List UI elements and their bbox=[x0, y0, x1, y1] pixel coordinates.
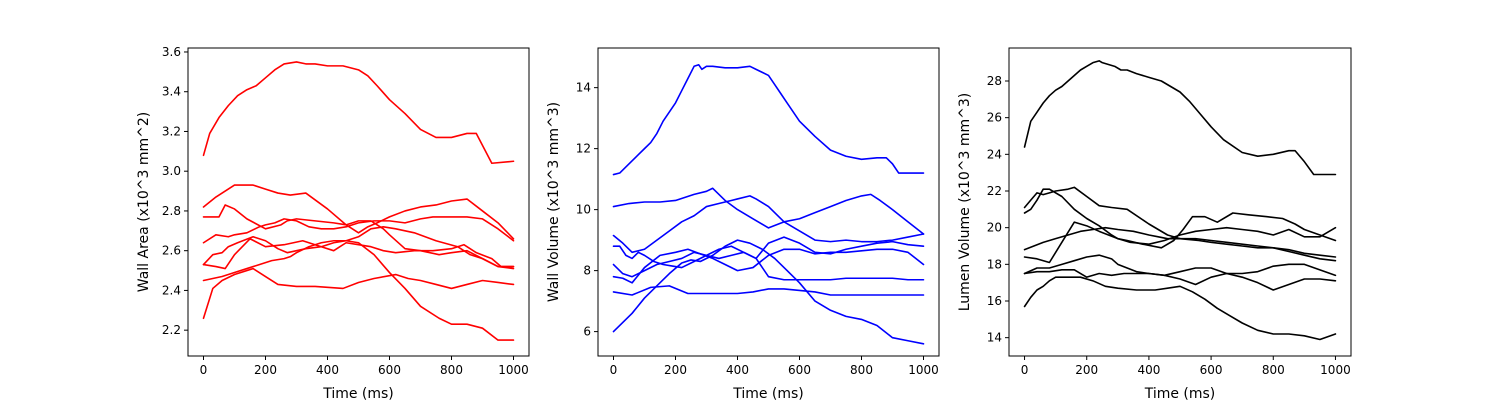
lumen-volume-x-tick-label: 800 bbox=[1262, 363, 1285, 377]
wall-area-y-tick-label: 3.4 bbox=[162, 85, 181, 99]
lumen-volume-x-tick-label: 0 bbox=[1021, 363, 1029, 377]
wall-area-y-tick-label: 2.4 bbox=[162, 283, 181, 297]
lumen-volume-y-tick-label: 14 bbox=[987, 331, 1002, 345]
lumen-volume-x-tick-label: 600 bbox=[1200, 363, 1223, 377]
wall-volume-y-tick-label: 8 bbox=[583, 264, 591, 278]
wall-volume-series-line-2 bbox=[612, 187, 925, 235]
wall-area-subplot: 0 200 400 600 800 1000 2.2 2.4 2.6 2.8 3.0 3.2 3.4 3.… bbox=[136, 45, 530, 400]
wall-volume-y-tick-label: 10 bbox=[576, 203, 591, 217]
wall-area-x-tick-label: 0 bbox=[200, 363, 208, 377]
lumen-volume-x-tick-label: 200 bbox=[1075, 363, 1098, 377]
wall-area-y-axis-title: Wall Area (x10^3 mm^2) bbox=[136, 112, 152, 292]
wall-volume-y-tick-label: 14 bbox=[576, 81, 591, 95]
wall-volume-subplot: 0 200 400 600 800 1000 6 8 10 12 14 Time (ms) Wall V… bbox=[546, 47, 940, 400]
lumen-volume-series-line-3 bbox=[1023, 188, 1337, 245]
lumen-volume-x-tick-label: 400 bbox=[1137, 363, 1160, 377]
wall-area-y-tick-label: 3.2 bbox=[162, 124, 181, 138]
lumen-volume-subplot: 0 200 400 600 800 1000 14 16 18 20 22 24 26 28 Time (m… bbox=[957, 47, 1352, 400]
wall-area-y-tick-label: 2.8 bbox=[162, 204, 181, 218]
wall-volume-x-tick-label: 1000 bbox=[908, 363, 939, 377]
wall-volume-x-axis-title: Time (ms) bbox=[732, 386, 804, 400]
wall-volume-series-line-3 bbox=[612, 195, 925, 254]
lumen-volume-series-line-7 bbox=[1023, 269, 1337, 291]
lumen-volume-axes-frame bbox=[1008, 47, 1352, 357]
wall-volume-x-tick-label: 600 bbox=[788, 363, 811, 377]
wall-area-series-line-2 bbox=[202, 184, 515, 240]
lumen-volume-y-tick-label: 16 bbox=[987, 294, 1002, 308]
wall-volume-series-line-6 bbox=[612, 251, 925, 281]
lumen-volume-x-tick-label: 1000 bbox=[1320, 363, 1351, 377]
lumen-volume-y-tick-label: 24 bbox=[987, 147, 1002, 161]
wall-area-x-tick-label: 1000 bbox=[498, 363, 529, 377]
wall-volume-y-tick-label: 6 bbox=[583, 325, 591, 339]
lumen-volume-series-line-1 bbox=[1023, 60, 1337, 176]
wall-area-series-line-8 bbox=[202, 267, 515, 320]
lumen-volume-y-tick-label: 26 bbox=[987, 111, 1002, 125]
wall-volume-series-line-1 bbox=[612, 63, 925, 176]
wall-area-x-tick-label: 800 bbox=[440, 363, 463, 377]
wall-area-x-axis-title: Time (ms) bbox=[322, 386, 394, 400]
wall-volume-series-line-8 bbox=[612, 239, 925, 345]
wall-volume-y-axis-title: Wall Volume (x10^3 mm^3) bbox=[546, 102, 562, 302]
wall-volume-x-tick-label: 200 bbox=[664, 363, 687, 377]
wall-volume-series-line-5 bbox=[612, 248, 925, 284]
wall-area-y-tick-label: 3.6 bbox=[162, 45, 181, 59]
lumen-volume-y-tick-label: 22 bbox=[987, 184, 1002, 198]
wall-area-series-line-4 bbox=[202, 216, 515, 244]
wall-area-x-tick-label: 400 bbox=[316, 363, 339, 377]
wall-area-y-tick-label: 2.6 bbox=[162, 244, 181, 258]
wall-area-series-line-7 bbox=[202, 239, 515, 341]
wall-volume-axes-frame bbox=[597, 47, 940, 357]
lumen-volume-series-line-8 bbox=[1023, 276, 1337, 341]
lumen-volume-x-axis-title: Time (ms) bbox=[1144, 386, 1216, 400]
lumen-volume-y-tick-label: 18 bbox=[987, 257, 1002, 271]
wall-area-x-tick-label: 600 bbox=[378, 363, 401, 377]
lumen-volume-series-line-5 bbox=[1023, 212, 1337, 264]
lumen-volume-y-tick-label: 28 bbox=[987, 74, 1002, 88]
wall-area-series-line-6 bbox=[202, 237, 515, 270]
wall-volume-series-line-4 bbox=[612, 236, 925, 269]
wall-volume-y-tick-label: 12 bbox=[576, 142, 591, 156]
wall-area-axes-frame bbox=[187, 47, 530, 357]
wall-volume-x-tick-label: 400 bbox=[726, 363, 749, 377]
wall-volume-x-tick-label: 0 bbox=[610, 363, 618, 377]
lumen-volume-y-tick-label: 20 bbox=[987, 221, 1002, 235]
wall-volume-x-tick-label: 800 bbox=[850, 363, 873, 377]
wall-area-y-tick-label: 2.2 bbox=[162, 323, 181, 337]
wall-area-x-tick-label: 200 bbox=[254, 363, 277, 377]
lumen-volume-y-axis-title: Lumen Volume (x10^3 mm^3) bbox=[957, 93, 973, 312]
wall-area-series-line-3 bbox=[202, 204, 515, 268]
wall-volume-series-line-7 bbox=[612, 285, 925, 296]
wall-area-y-tick-label: 3.0 bbox=[162, 164, 181, 178]
wall-area-series-line-1 bbox=[202, 61, 515, 165]
